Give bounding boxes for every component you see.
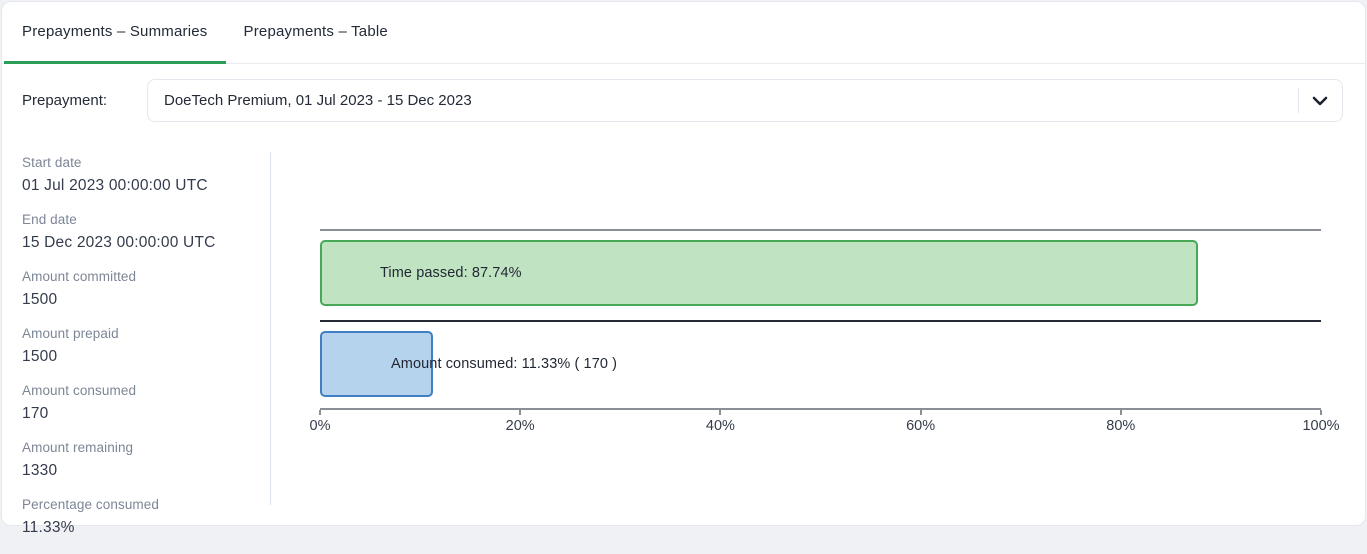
prepayment-select-value: DoeTech Premium, 01 Jul 2023 - 15 Dec 20…	[164, 92, 472, 109]
x-axis-tick	[719, 410, 722, 415]
stat-value: 15 Dec 2023 00:00:00 UTC	[22, 234, 216, 251]
x-axis-tick-label: 100%	[1302, 418, 1340, 434]
select-divider	[1298, 88, 1299, 113]
amount-consumed-label: Amount consumed: 11.33% ( 170 )	[391, 356, 618, 372]
stat-label: End date	[22, 212, 77, 227]
stat-amount-committed: Amount committed 1500	[22, 269, 258, 311]
stat-label: Amount prepaid	[22, 326, 119, 341]
amount-consumed-bar[interactable]	[320, 331, 434, 397]
x-axis-tick	[919, 410, 922, 415]
stat-value: 170	[22, 405, 49, 422]
stat-value: 1500	[22, 291, 58, 308]
stat-value: 11.33%	[22, 519, 75, 536]
tab-prepayments-summaries[interactable]: Prepayments – Summaries	[4, 2, 226, 64]
prepayment-selector-row: Prepayment: DoeTech Premium, 01 Jul 2023…	[2, 79, 1365, 122]
summary-stats: Start date 01 Jul 2023 00:00:00 UTC End …	[22, 155, 258, 554]
stat-label: Amount committed	[22, 269, 137, 284]
x-axis-tick-label: 40%	[705, 418, 735, 434]
chart-middle-line	[320, 320, 1321, 322]
stat-value: 1330	[22, 462, 58, 479]
prepayment-select[interactable]: DoeTech Premium, 01 Jul 2023 - 15 Dec 20…	[147, 79, 1343, 122]
stat-amount-consumed: Amount consumed 170	[22, 383, 258, 425]
stat-amount-prepaid: Amount prepaid 1500	[22, 326, 258, 368]
x-axis-line	[320, 408, 1321, 410]
x-axis-ticks: 0% 20% 40% 60% 80% 100%	[310, 408, 1340, 448]
x-axis-tick-label: 60%	[906, 418, 936, 434]
stat-end-date: End date 15 Dec 2023 00:00:00 UTC	[22, 212, 258, 254]
x-axis-tick-label: 20%	[505, 418, 535, 434]
chart-top-line	[320, 229, 1321, 231]
stat-percentage-consumed: Percentage consumed 11.33%	[22, 497, 258, 539]
stat-value: 1500	[22, 348, 58, 365]
stat-label: Amount remaining	[22, 440, 134, 455]
chevron-down-icon[interactable]	[1312, 96, 1328, 106]
x-axis-tick-label: 0%	[309, 418, 331, 434]
x-axis-tick	[1119, 410, 1122, 415]
tab-prepayments-table[interactable]: Prepayments – Table	[243, 23, 388, 40]
time-passed-bar[interactable]	[320, 240, 1199, 306]
x-axis-tick-label: 80%	[1106, 418, 1136, 434]
stat-label: Amount consumed	[22, 383, 137, 398]
stat-label: Percentage consumed	[22, 497, 159, 512]
x-axis-tick	[1320, 410, 1322, 415]
prepayment-chart: Time passed: 87.74% Amount consumed: 11.…	[271, 149, 1365, 525]
prepayment-label: Prepayment:	[22, 92, 108, 109]
plot-area: Time passed: 87.74% Amount consumed: 11.…	[310, 149, 1340, 525]
time-passed-label: Time passed: 87.74%	[380, 265, 522, 281]
stat-start-date: Start date 01 Jul 2023 00:00:00 UTC	[22, 155, 258, 197]
stat-label: Start date	[22, 155, 82, 170]
tab-bar: Prepayments – Summaries Prepayments – Ta…	[2, 2, 1365, 64]
prepayments-panel: Prepayments – Summaries Prepayments – Ta…	[1, 1, 1366, 536]
vertical-divider	[270, 152, 271, 505]
stat-value: 01 Jul 2023 00:00:00 UTC	[22, 177, 208, 194]
x-axis-tick	[519, 410, 522, 415]
stat-amount-remaining: Amount remaining 1330	[22, 440, 258, 482]
x-axis-tick	[319, 410, 321, 415]
